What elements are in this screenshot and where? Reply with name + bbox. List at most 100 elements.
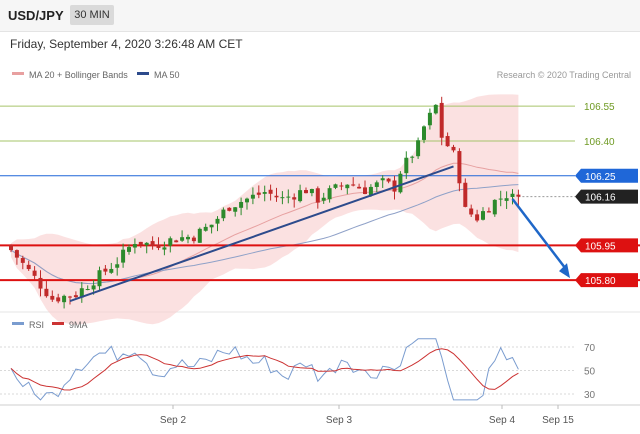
candle-body [20, 258, 25, 263]
candle-body [280, 197, 285, 199]
candle-body [504, 198, 509, 201]
candle-body [209, 224, 214, 228]
candle-body [333, 184, 338, 188]
candle-body [374, 182, 379, 187]
candle-body [298, 190, 303, 202]
candle-body [416, 140, 421, 157]
candle-body [463, 182, 468, 207]
x-tick-label-2: Sep 4 [489, 415, 516, 426]
candle-body [262, 192, 267, 194]
candle-body [156, 244, 161, 248]
forecast-arrow-head [559, 263, 570, 279]
legend-swatch-9ma [52, 322, 64, 325]
candle-body [321, 197, 326, 201]
candle-body [315, 188, 320, 203]
chart-header: USD/JPY 30 MIN [0, 0, 640, 32]
candle-body [162, 247, 167, 250]
candle-body [427, 112, 432, 126]
legend-swatch-ma50 [137, 72, 149, 75]
candle-body [215, 218, 220, 224]
candle-body [68, 296, 72, 298]
credit-text: Research © 2020 Trading Central [497, 70, 631, 80]
candle-body [433, 104, 438, 114]
candle-body [191, 237, 196, 242]
ma50-line [10, 184, 519, 285]
candle-body [345, 184, 350, 189]
candle-body [50, 295, 55, 300]
candle-body [250, 194, 255, 199]
forecast-arrow-shaft [511, 198, 567, 270]
candle-body [239, 201, 244, 208]
level-label-106.40: 106.40 [584, 137, 615, 148]
x-tick-label-3: Sep 15 [542, 415, 574, 426]
candle-body [32, 270, 37, 276]
timeframe-button[interactable]: 30 MIN [70, 5, 114, 25]
candle-body [245, 198, 249, 203]
candle-body [256, 192, 261, 195]
candle-body [79, 288, 84, 298]
level-label-106.25: 106.25 [585, 172, 616, 183]
chart-timestamp: Friday, September 4, 2020 3:26:48 AM CET [10, 37, 243, 51]
candle-body [268, 189, 273, 194]
candle-body [475, 214, 480, 221]
candle-body [286, 196, 291, 198]
symbol-label: USD/JPY [8, 8, 64, 23]
candle-body [492, 199, 497, 215]
candle-body [498, 198, 503, 200]
bollinger-band [11, 94, 519, 325]
candle-body [422, 126, 426, 140]
candle-body [363, 187, 367, 195]
candle-body [439, 102, 444, 138]
rsi-tick-30: 30 [584, 390, 596, 401]
candle-body [304, 190, 308, 194]
x-tick-label-1: Sep 3 [326, 415, 353, 426]
candle-body [186, 236, 190, 240]
candle-body [221, 209, 226, 219]
candle-body [227, 207, 232, 211]
x-tick-label-0: Sep 2 [160, 415, 187, 426]
candle-body [9, 245, 13, 251]
candle-body [368, 186, 373, 196]
candle-body [180, 237, 185, 241]
candle-body [14, 250, 19, 258]
level-label-105.80: 105.80 [585, 276, 616, 287]
rsi-tick-50: 50 [584, 367, 596, 378]
candle-body [115, 264, 120, 268]
level-label-105.95: 105.95 [585, 241, 616, 252]
candle-body [327, 188, 332, 200]
candle-body [73, 295, 78, 298]
candle-body [103, 268, 108, 272]
candle-body [481, 211, 485, 220]
candle-body [109, 268, 114, 273]
candle-body [386, 178, 391, 182]
level-label-106.16: 106.16 [585, 193, 616, 204]
candle-body [127, 247, 131, 252]
candle-body [203, 226, 208, 231]
candle-body [516, 194, 521, 197]
candle-body [451, 146, 456, 151]
candle-body [274, 195, 279, 198]
legend-swatch-bb [12, 72, 24, 75]
candle-body [132, 244, 137, 248]
rsi-tick-70: 70 [584, 343, 596, 354]
level-tag-106.25 [575, 168, 638, 183]
candle-body [91, 285, 96, 290]
candle-body [233, 207, 238, 212]
candle-body [510, 193, 515, 198]
rsi-line [10, 338, 519, 401]
level-tag-105.80 [575, 273, 638, 288]
candle-body [392, 180, 397, 192]
candle-body [168, 238, 173, 246]
candle-body [144, 242, 149, 246]
candle-body [309, 188, 314, 194]
trend-line [69, 165, 454, 302]
candle-body [174, 240, 179, 243]
candle-body [38, 277, 43, 289]
candle-body [457, 151, 462, 184]
legend-label-ma50: MA 50 [154, 70, 180, 80]
candle-body [410, 156, 415, 158]
candle-body [85, 289, 90, 291]
candle-body [44, 288, 49, 297]
